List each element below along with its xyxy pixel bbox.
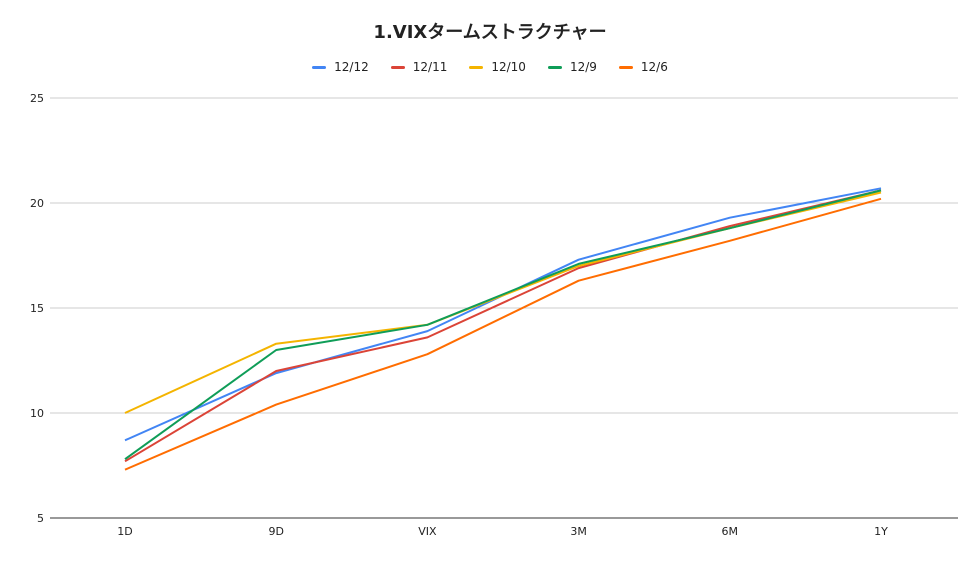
legend-item: 12/10: [469, 60, 526, 74]
legend-label: 12/11: [412, 60, 448, 74]
legend-label: 12/10: [491, 60, 526, 74]
x-tick-label: 1Y: [874, 525, 888, 538]
legend-item: 12/9: [547, 60, 597, 74]
legend-item: 12/11: [390, 60, 448, 74]
x-tick-label: 6M: [722, 525, 739, 538]
legend-swatch: [618, 65, 633, 69]
legend-label: 12/9: [569, 60, 597, 74]
legend-label: 12/12: [334, 60, 369, 74]
series-line-12/11: [124, 189, 882, 463]
legend-swatch: [390, 65, 405, 69]
y-tick-label: 5: [37, 512, 44, 525]
legend-item: 12/12: [312, 60, 369, 74]
legend-item: 12/6: [618, 60, 668, 74]
y-tick-label: 10: [30, 407, 44, 420]
x-tick-label: VIX: [418, 525, 437, 538]
chart-legend: 12/12 12/11 12/10 12/9 12/6: [0, 60, 980, 74]
series-line-12/6: [124, 197, 882, 471]
legend-swatch: [547, 65, 562, 69]
legend-label: 12/6: [640, 60, 668, 74]
legend-swatch: [469, 65, 484, 69]
x-tick-label: 3M: [570, 525, 587, 538]
series-line-12/12: [124, 187, 882, 442]
series-line-12/9: [124, 189, 882, 461]
legend-swatch: [312, 65, 327, 69]
chart-title: 1.VIXタームストラクチャー: [373, 22, 607, 43]
y-tick-label: 20: [30, 197, 44, 210]
y-tick-label: 25: [30, 92, 44, 105]
x-tick-label: 9D: [268, 525, 283, 538]
y-tick-label: 15: [30, 302, 44, 315]
x-tick-label: 1D: [117, 525, 132, 538]
